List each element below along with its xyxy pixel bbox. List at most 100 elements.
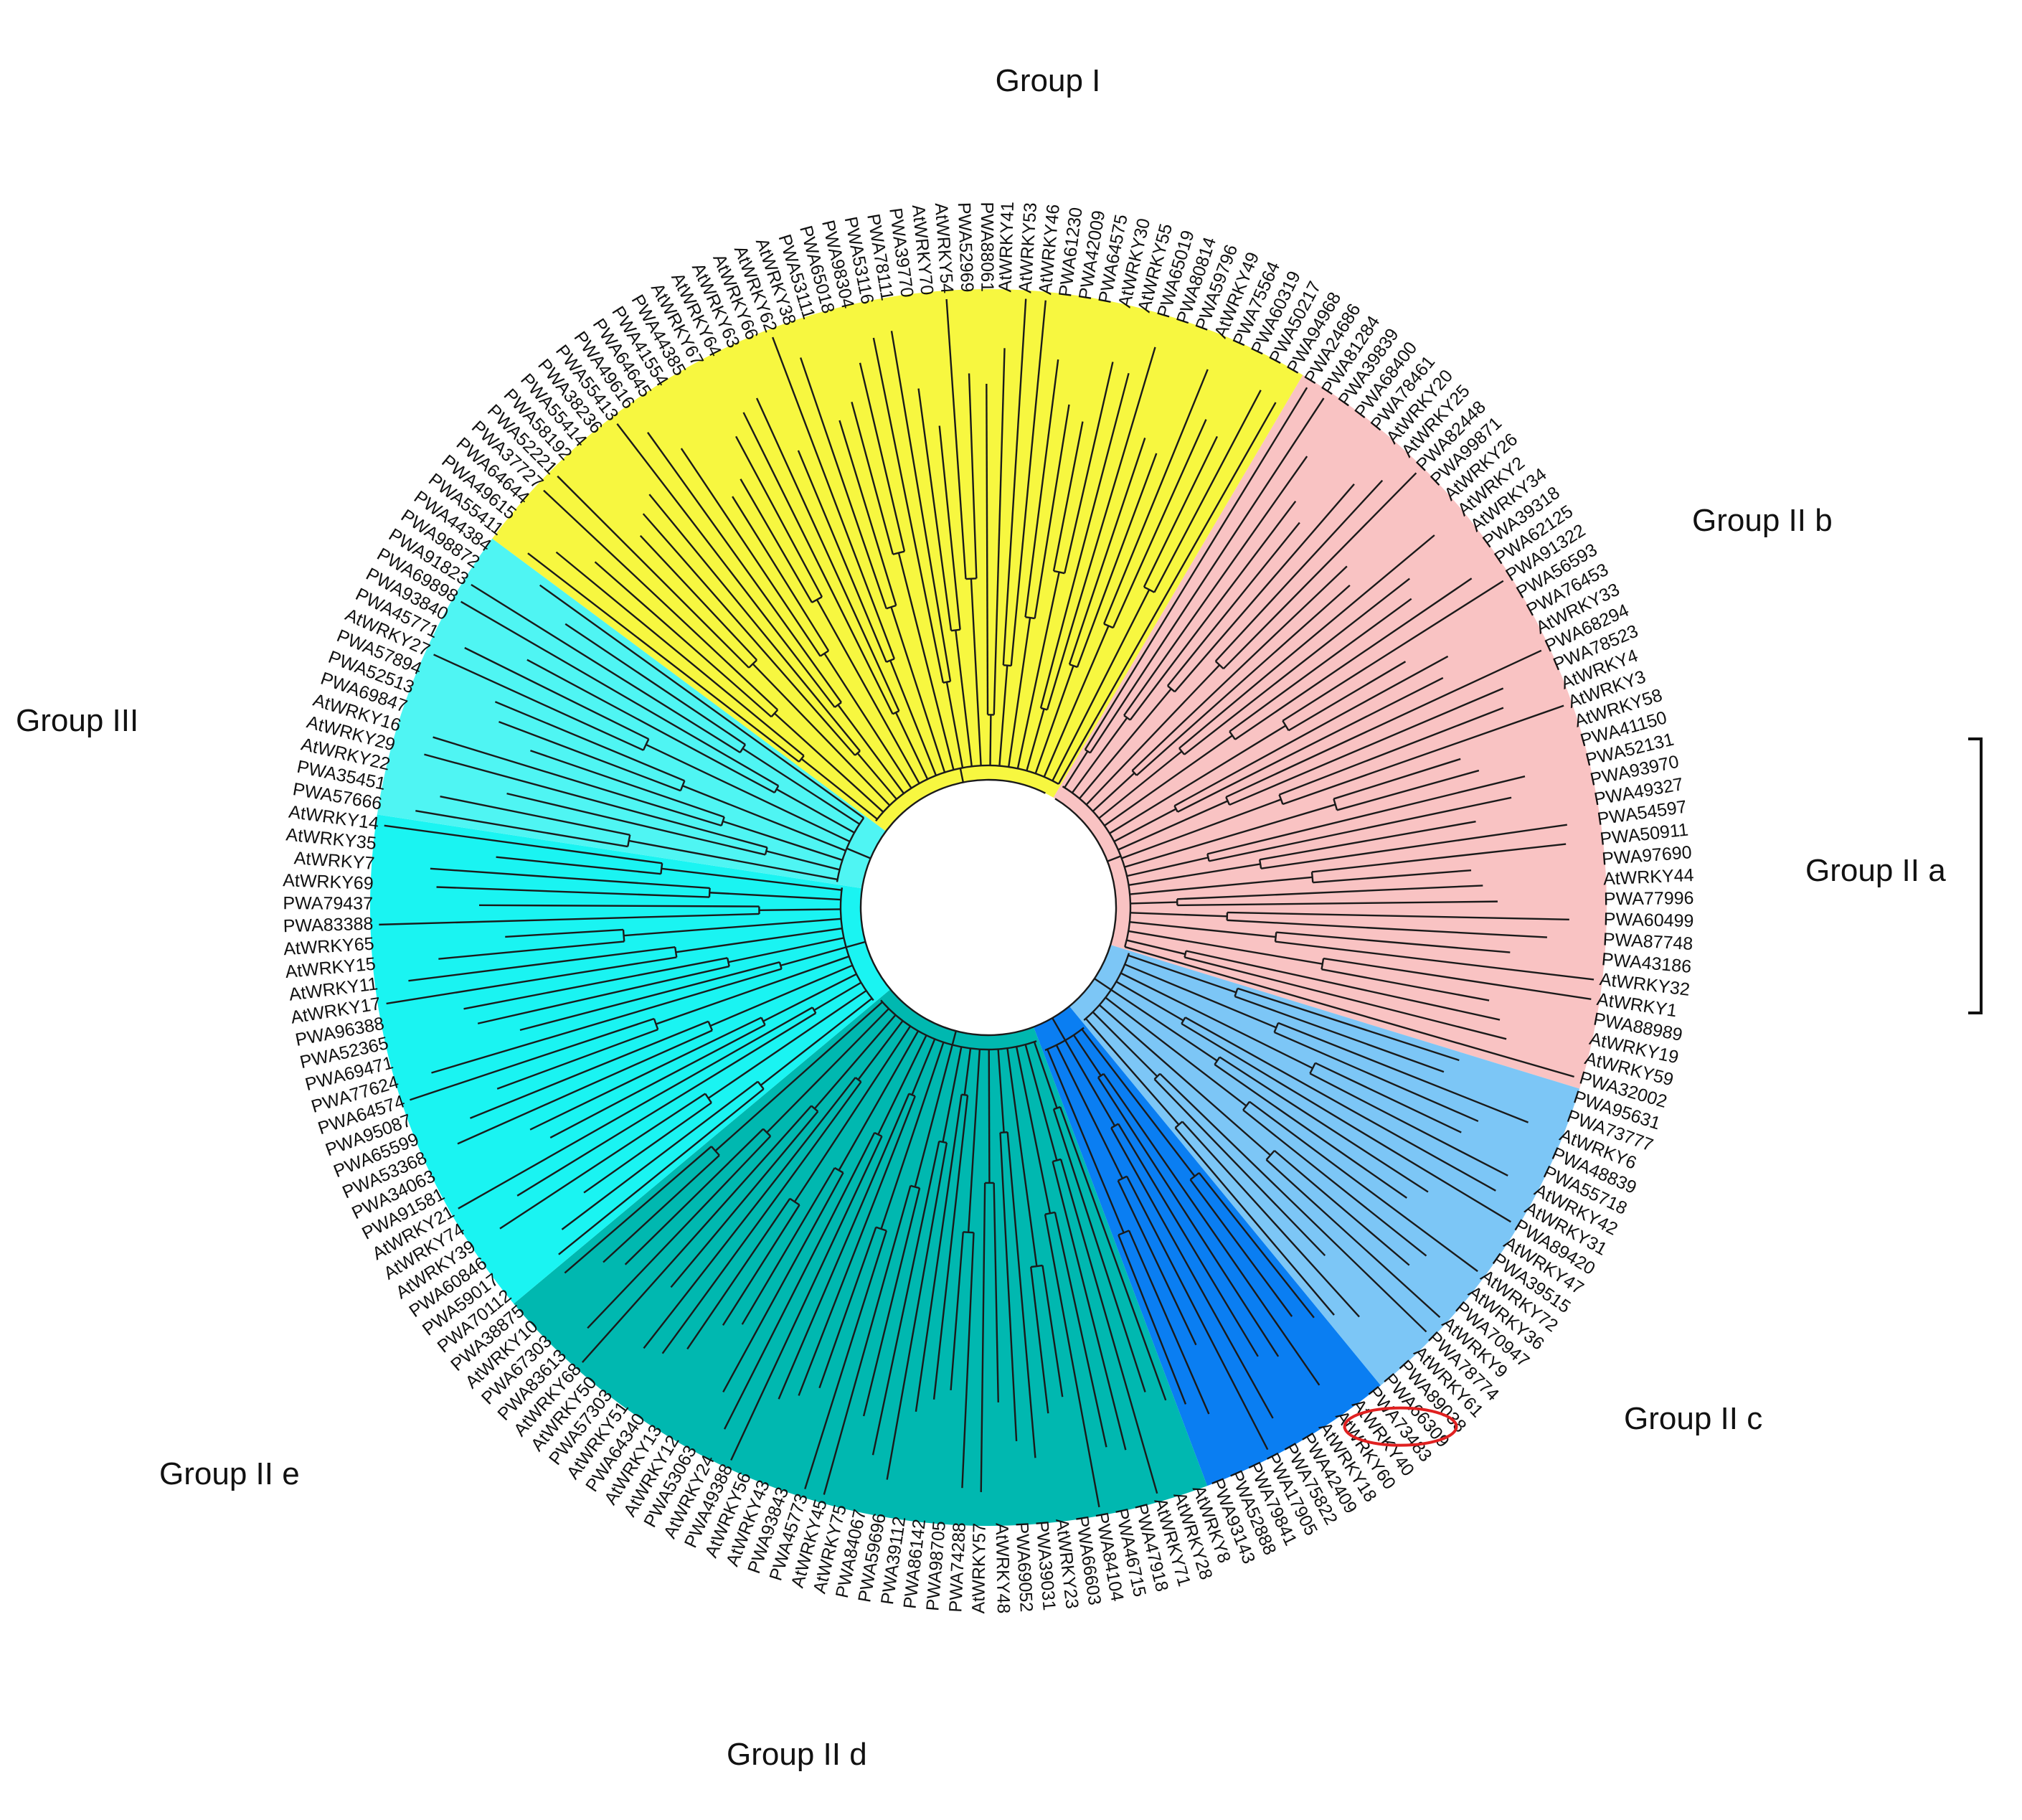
internal-branch — [1024, 1044, 1058, 1161]
leaf-branch — [519, 961, 780, 1032]
leaf-label: AtWRKY57 — [968, 1523, 990, 1614]
leaf-branch — [932, 1095, 969, 1400]
internal-branch — [623, 918, 841, 937]
node-arc — [1310, 872, 1314, 883]
leaf-branch — [379, 913, 760, 926]
leaf-branch — [872, 337, 944, 683]
internal-branch — [1026, 708, 1045, 771]
leaf-branch — [1277, 1022, 1529, 1123]
leaf-branch — [797, 450, 887, 663]
leaf-label: PWA83388 — [283, 914, 373, 937]
leaf-branch — [938, 425, 961, 630]
leaf-branch — [1230, 976, 1574, 1078]
leaf-branch — [1279, 707, 1504, 796]
leaf-branch — [499, 1093, 706, 1230]
leaf-branch — [1249, 1100, 1478, 1273]
leaf-branch — [506, 792, 766, 856]
internal-branch — [911, 1038, 936, 1095]
internal-branch — [709, 707, 864, 819]
leaf-branch — [1173, 655, 1449, 807]
sector-g3 — [492, 288, 1303, 831]
internal-branch — [894, 712, 929, 780]
internal-branch — [838, 1030, 920, 1171]
internal-branch — [1015, 1046, 1052, 1214]
node-arc — [704, 1093, 712, 1103]
group-label-ii-a: Group II a — [1805, 853, 1946, 888]
highlight-ellipse — [1343, 1406, 1458, 1447]
leaf-branch — [1309, 1072, 1508, 1177]
internal-branch — [1110, 989, 1218, 1062]
leaf-branch — [479, 904, 760, 907]
group-arc — [836, 817, 865, 882]
leaf-branch — [1125, 1176, 1269, 1451]
leaf-branch — [1282, 704, 1564, 806]
node-arc — [950, 628, 960, 632]
leaf-branch — [1046, 346, 1156, 710]
leaf-branch — [986, 384, 989, 715]
leaf-branch — [1112, 419, 1207, 628]
leaf-branch — [890, 331, 952, 682]
leaf-branch — [583, 1102, 712, 1194]
node-arc — [622, 929, 625, 942]
internal-branch — [1047, 1049, 1125, 1233]
node-arc — [1118, 1175, 1128, 1182]
group-stem — [846, 940, 866, 948]
leaf-branch — [1282, 580, 1504, 722]
group-stem — [951, 1030, 957, 1045]
node-arc — [1040, 707, 1048, 711]
leaf-branch — [464, 646, 649, 740]
node-arc — [1097, 1072, 1105, 1078]
internal-branch — [1128, 863, 1261, 886]
leaf-branch — [871, 1141, 940, 1456]
internal-branch — [897, 552, 955, 770]
leaf-branch — [1143, 435, 1218, 588]
leaf-branch — [1227, 919, 1547, 938]
internal-branch — [1104, 735, 1233, 826]
leaf-branch — [1159, 1072, 1427, 1333]
internal-branch — [1115, 981, 1184, 1022]
leaf-branch — [408, 946, 676, 982]
internal-branch — [856, 753, 897, 800]
leaf-branch — [471, 583, 741, 754]
leaf-branch — [1128, 1230, 1210, 1415]
leaf-branch — [1181, 1022, 1511, 1223]
internal-branch — [1064, 750, 1089, 788]
internal-branch — [1105, 996, 1247, 1107]
leaf-branch — [804, 1230, 888, 1489]
leaf-branch — [1288, 661, 1407, 732]
leaf-branch — [999, 1132, 1018, 1442]
leaf-branch — [1311, 843, 1567, 873]
leaf-branch — [1110, 1127, 1274, 1419]
group-stem — [959, 768, 964, 783]
internal-branch — [800, 758, 878, 820]
leaf-branch — [410, 1017, 655, 1101]
group-ii-a-bracket — [1968, 737, 1983, 1014]
leaf-branch — [722, 1204, 800, 1326]
leaf-branch — [686, 1198, 791, 1350]
group-sectors — [370, 288, 1607, 1526]
internal-branch — [762, 973, 857, 1022]
leaf-branch — [1166, 522, 1300, 687]
leaf-branch — [1084, 387, 1308, 750]
group-label-ii-e: Group II e — [159, 1456, 300, 1491]
tree-branches — [379, 298, 1595, 1508]
internal-branch — [880, 1042, 945, 1230]
internal-branch — [1034, 665, 1074, 774]
leaf-branch — [386, 956, 677, 1005]
internal-branch — [1081, 1029, 1196, 1177]
leaf-branch — [1076, 453, 1158, 668]
leaf-branch — [1153, 1078, 1326, 1257]
leaf-branch — [530, 750, 725, 818]
leaf-branch — [431, 968, 782, 1074]
leaf-branch — [1068, 438, 1146, 665]
leaf-branch — [1214, 1063, 1407, 1199]
group-arc — [875, 764, 1059, 822]
group-label-iii: Group III — [16, 703, 138, 738]
internal-branch — [837, 704, 904, 794]
node-arc — [1053, 1105, 1061, 1111]
leaf-branch — [1189, 1179, 1293, 1317]
leaf-label: PWA52969 — [954, 202, 978, 293]
internal-branch — [1052, 589, 1151, 781]
leaf-branch — [558, 1088, 765, 1255]
